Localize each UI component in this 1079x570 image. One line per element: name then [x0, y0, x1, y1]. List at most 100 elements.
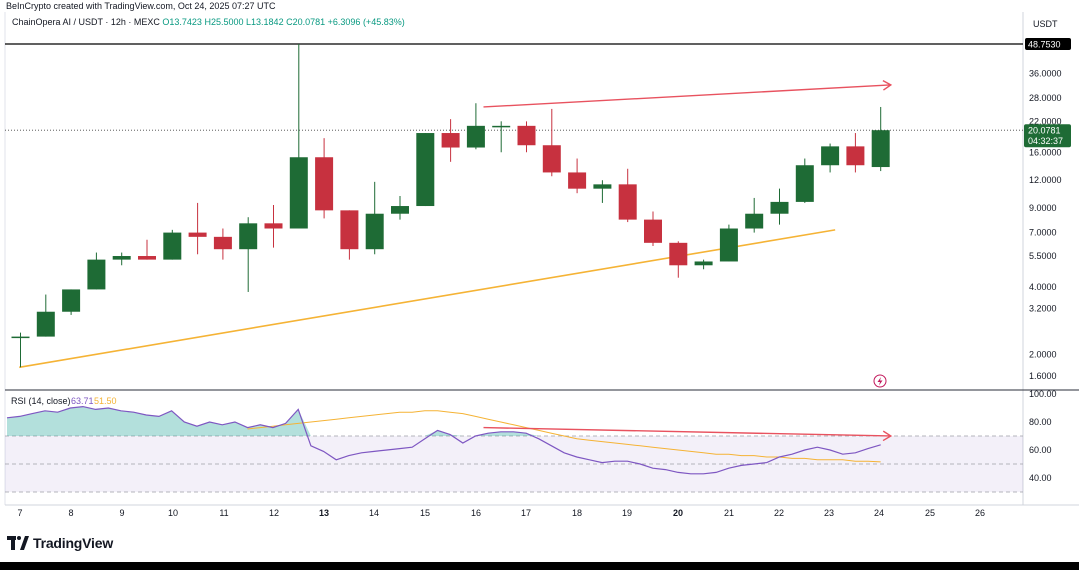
- candle-body: [416, 133, 435, 207]
- quote-currency-label: USDT: [1033, 19, 1058, 29]
- last-price-label-bg: [1024, 124, 1071, 148]
- rsi-value: 63.71: [71, 396, 94, 406]
- tradingview-logo[interactable]: TradingView: [7, 534, 113, 552]
- open-value: O13.7423: [162, 17, 202, 27]
- candle-body: [517, 125, 536, 146]
- candle-body: [593, 184, 612, 189]
- candle: [492, 121, 511, 153]
- candle: [62, 289, 81, 315]
- rsi-ma-value: 51.50: [94, 396, 117, 406]
- candle-body: [568, 172, 587, 189]
- rsi-overbought-fill: [7, 406, 881, 436]
- candle: [770, 188, 789, 225]
- high-price-label-bg: [1025, 38, 1071, 50]
- change-value: +6.3096 (+45.83%): [327, 17, 405, 27]
- candle-body: [315, 157, 334, 211]
- rsi-divergence-arrow-shaft: [483, 426, 891, 437]
- candle: [618, 168, 637, 223]
- price-divergence-arrow-shaft: [483, 84, 891, 108]
- candle: [871, 106, 890, 172]
- candle-body: [340, 210, 359, 250]
- candle-body: [871, 130, 890, 168]
- candle-body: [441, 133, 460, 148]
- price-tick-label: 5.5000: [1029, 251, 1057, 261]
- candle: [87, 252, 106, 290]
- candle: [745, 197, 764, 233]
- last-price-label: 20.0781: [1028, 126, 1061, 136]
- candle-body: [112, 256, 131, 260]
- time-tick-label: 15: [420, 508, 430, 518]
- lightning-icon: [873, 374, 887, 388]
- candle-body: [542, 145, 561, 173]
- candle-body: [795, 165, 814, 202]
- rsi-tick-label: 80.00: [1029, 417, 1052, 427]
- candle: [441, 119, 460, 162]
- rsi-band-fill: [5, 436, 1023, 492]
- candle: [138, 239, 156, 260]
- candle: [36, 294, 55, 337]
- price-tick-label: 1.6000: [1029, 371, 1057, 381]
- candle: [416, 133, 435, 207]
- rsi-divergence-arrow: [483, 426, 893, 442]
- high-price-label: 48.7530: [1028, 40, 1061, 50]
- candle: [694, 259, 713, 270]
- time-tick-label: 14: [369, 508, 379, 518]
- candle: [163, 229, 182, 260]
- candle-body: [365, 213, 384, 250]
- candle: [289, 44, 308, 229]
- price-tick-label: 9.0000: [1029, 203, 1057, 213]
- time-tick-label: 22: [774, 508, 784, 518]
- candle-body: [669, 242, 688, 266]
- time-tick-label: 26: [975, 508, 985, 518]
- rsi-tick-label: 40.00: [1029, 473, 1052, 483]
- time-tick-label: 11: [219, 508, 228, 518]
- candle-countdown-label: 04:32:37: [1028, 136, 1063, 146]
- candle-body: [821, 146, 840, 166]
- candle-body: [618, 184, 637, 220]
- price-tick-label: 7.0000: [1029, 228, 1057, 238]
- price-divergence-arrow-head: [882, 80, 893, 91]
- candle: [365, 181, 384, 255]
- candle-body: [694, 261, 713, 266]
- price-tick-label: 16.0000: [1029, 147, 1062, 157]
- time-tick-label: 25: [925, 508, 935, 518]
- candle-body: [36, 311, 55, 337]
- candle: [644, 211, 662, 246]
- candle: [593, 180, 612, 203]
- candle-body: [62, 289, 81, 312]
- time-tick-label: 18: [572, 508, 582, 518]
- time-tick-label: 8: [68, 508, 73, 518]
- candle: [315, 138, 334, 219]
- price-tick-label: 2.0000: [1029, 349, 1057, 359]
- candle-body: [492, 125, 511, 128]
- candle: [568, 158, 587, 194]
- candle-body: [391, 206, 409, 214]
- time-tick-label: 17: [521, 508, 531, 518]
- time-tick-label: 9: [119, 508, 124, 518]
- candle-body: [289, 157, 308, 229]
- price-chart[interactable]: 36.0000 28.0000 22.0000 16.0000 12.0000 9.000…: [0, 0, 1079, 530]
- candle-body: [846, 146, 865, 166]
- time-tick-label: 10: [168, 508, 178, 518]
- candle: [391, 196, 409, 220]
- tradingview-logo-text: TradingView: [33, 535, 114, 551]
- price-tick-label: 28.0000: [1029, 93, 1062, 103]
- high-value: H25.5000: [204, 17, 244, 27]
- candle: [11, 332, 30, 368]
- candle: [340, 210, 359, 260]
- price-tick-label: 3.2000: [1029, 304, 1057, 314]
- time-tick-label: 16: [471, 508, 481, 518]
- candle-body: [264, 223, 283, 229]
- rsi-line: [6, 405, 881, 475]
- candle-body: [11, 336, 30, 339]
- candle: [517, 121, 536, 153]
- symbol-label[interactable]: ChainOpera AI / USDT · 12h · MEXC: [12, 17, 160, 27]
- candle: [213, 228, 232, 260]
- rsi-title: RSI (14, close): [11, 396, 71, 406]
- rsi-ma-line: [247, 410, 881, 463]
- time-tick-label: 20: [673, 508, 683, 518]
- time-tick-label: 24: [874, 508, 884, 518]
- close-value: C20.0781: [286, 17, 326, 27]
- candle: [719, 224, 738, 262]
- candle-body: [188, 232, 207, 237]
